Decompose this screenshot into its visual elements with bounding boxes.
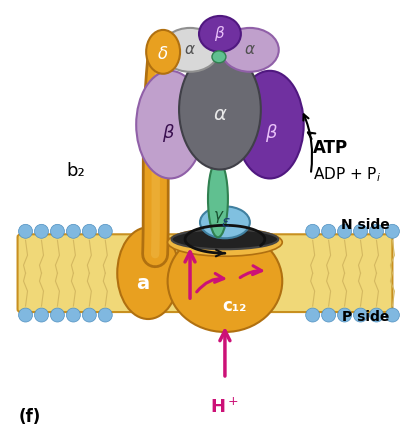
Circle shape xyxy=(306,308,320,322)
Circle shape xyxy=(82,308,96,322)
Circle shape xyxy=(51,224,65,238)
Text: b₂: b₂ xyxy=(66,163,85,181)
Circle shape xyxy=(82,224,96,238)
Ellipse shape xyxy=(161,28,219,72)
Circle shape xyxy=(385,224,399,238)
Ellipse shape xyxy=(168,228,282,256)
Ellipse shape xyxy=(221,28,279,72)
Text: H$^+$: H$^+$ xyxy=(211,397,239,416)
Text: (f): (f) xyxy=(18,408,41,426)
Circle shape xyxy=(51,308,65,322)
Text: $\delta$: $\delta$ xyxy=(158,45,169,63)
Circle shape xyxy=(18,308,32,322)
Ellipse shape xyxy=(236,71,304,178)
Circle shape xyxy=(385,308,399,322)
Text: a: a xyxy=(137,273,150,293)
Ellipse shape xyxy=(146,30,180,74)
Circle shape xyxy=(322,224,336,238)
Text: $\beta$: $\beta$ xyxy=(214,24,226,43)
Circle shape xyxy=(98,224,112,238)
Ellipse shape xyxy=(212,51,226,63)
Ellipse shape xyxy=(172,229,278,249)
Ellipse shape xyxy=(168,230,282,332)
Text: $\beta$: $\beta$ xyxy=(162,122,174,144)
Circle shape xyxy=(354,224,367,238)
Circle shape xyxy=(369,224,383,238)
Text: P side: P side xyxy=(342,310,389,324)
Text: $\gamma$: $\gamma$ xyxy=(213,209,225,225)
Text: $\alpha$: $\alpha$ xyxy=(184,42,196,57)
Ellipse shape xyxy=(179,50,261,169)
Circle shape xyxy=(67,308,80,322)
Text: $\epsilon$: $\epsilon$ xyxy=(221,215,231,230)
Circle shape xyxy=(338,308,352,322)
Ellipse shape xyxy=(136,71,204,178)
Circle shape xyxy=(98,308,112,322)
Ellipse shape xyxy=(208,160,228,237)
Text: ADP + P$_i$: ADP + P$_i$ xyxy=(313,165,381,184)
Circle shape xyxy=(369,308,383,322)
Circle shape xyxy=(34,224,49,238)
Circle shape xyxy=(354,308,367,322)
Circle shape xyxy=(338,224,352,238)
Text: ATP: ATP xyxy=(308,132,348,157)
Ellipse shape xyxy=(209,152,227,169)
Circle shape xyxy=(67,224,80,238)
FancyBboxPatch shape xyxy=(18,234,393,312)
Text: $\alpha$: $\alpha$ xyxy=(213,105,227,124)
Text: $\alpha$: $\alpha$ xyxy=(244,42,256,57)
Circle shape xyxy=(34,308,49,322)
Ellipse shape xyxy=(117,227,179,319)
Circle shape xyxy=(18,224,32,238)
Ellipse shape xyxy=(200,206,250,238)
Text: $\beta$: $\beta$ xyxy=(265,122,278,144)
Circle shape xyxy=(322,308,336,322)
Circle shape xyxy=(306,224,320,238)
Text: c₁₂: c₁₂ xyxy=(223,297,247,315)
Text: N side: N side xyxy=(341,218,389,232)
Ellipse shape xyxy=(199,16,241,52)
